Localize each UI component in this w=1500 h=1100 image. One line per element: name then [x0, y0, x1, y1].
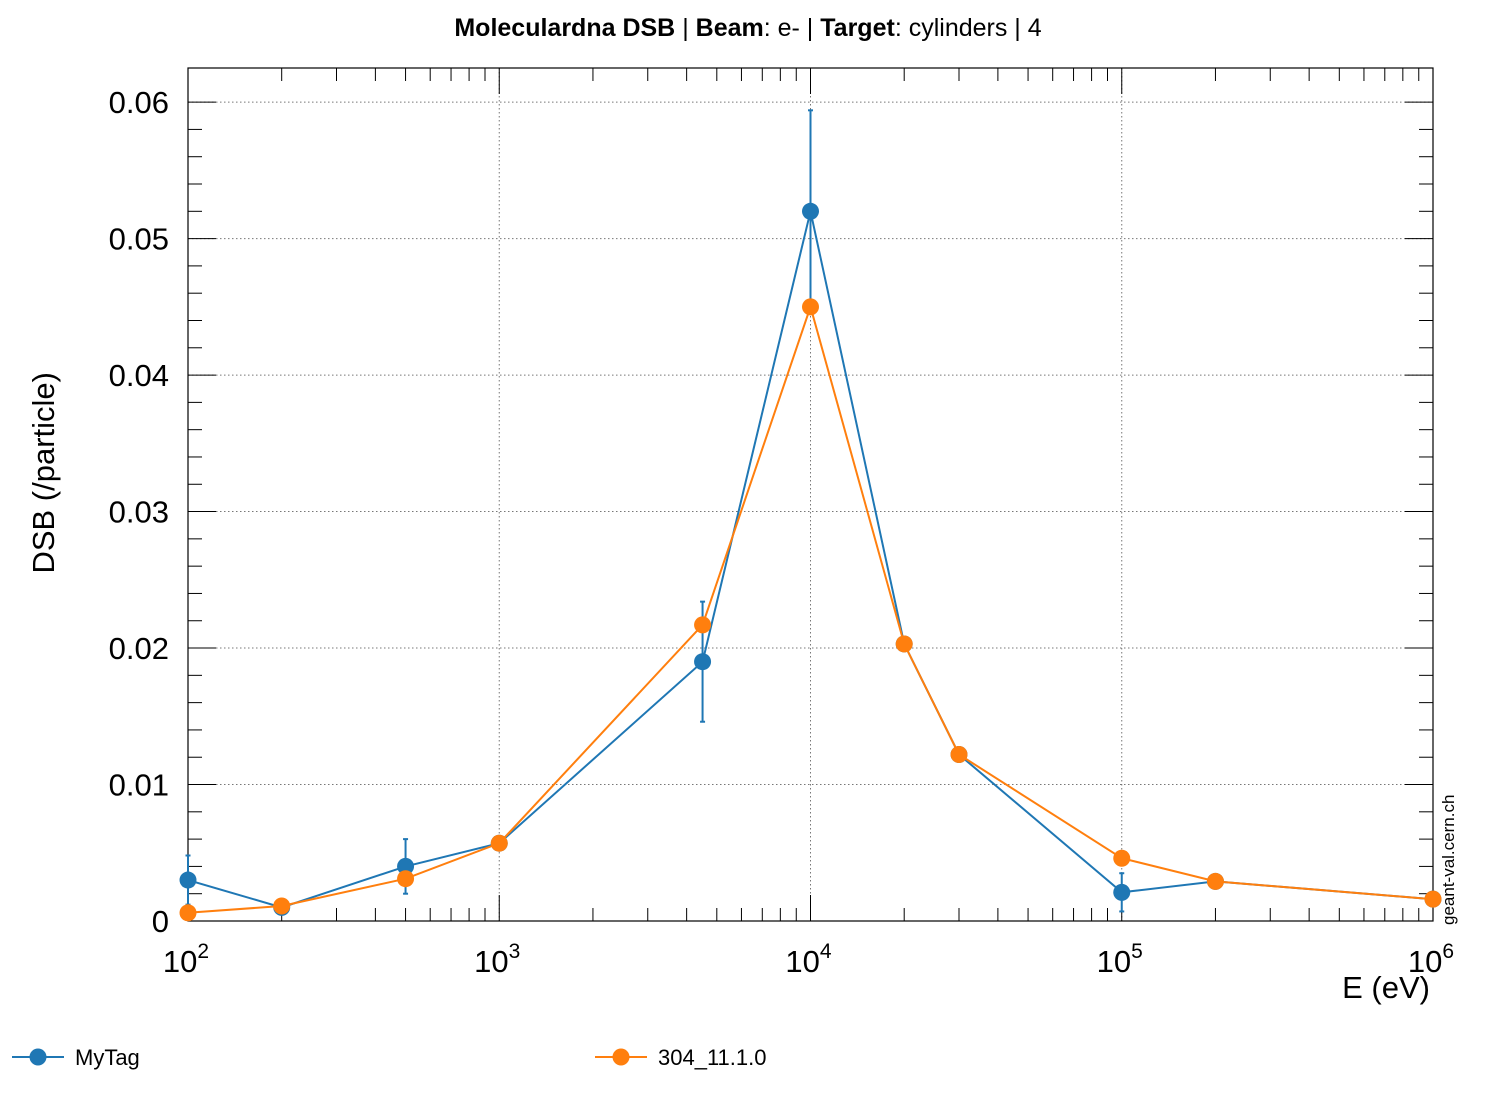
data-point: [179, 871, 197, 889]
x-tick-label-exponent: 6: [1442, 940, 1454, 963]
x-axis-label: E (eV): [1342, 970, 1430, 1005]
data-point: [694, 616, 712, 634]
grid: [188, 68, 1433, 921]
x-tick-label-base: 10: [1097, 944, 1131, 979]
x-tick-label: 104: [785, 940, 831, 979]
data-point: [397, 870, 415, 888]
y-tick-label: 0.01: [109, 768, 169, 803]
data-point: [1206, 872, 1224, 890]
legend: MyTag 304_11.1.0: [12, 1045, 766, 1070]
y-tick-label: 0.03: [109, 495, 169, 530]
title-part-0: Moleculardna DSB: [454, 14, 682, 42]
legend-marker: [29, 1048, 47, 1066]
x-tick-labels: 102 103 104 105 106: [163, 940, 1454, 979]
x-tick-label: 105: [1097, 940, 1143, 979]
data-point: [1424, 890, 1442, 908]
x-tick-label-base: 10: [474, 944, 508, 979]
title-part-1: |: [682, 14, 695, 42]
axis-ticks: [187, 68, 1434, 922]
title-part-2: Beam: [696, 14, 764, 42]
x-tick-label-base: 10: [1408, 944, 1442, 979]
x-tick-label: 103: [474, 940, 520, 979]
legend-item-1: 304_11.1.0: [595, 1045, 766, 1070]
y-tick-label: 0.02: [109, 631, 169, 666]
y-tick-label: 0.06: [109, 85, 169, 120]
y-tick-label: 0.05: [109, 222, 169, 257]
title-part-5: : cylinders | 4: [895, 14, 1042, 42]
series-1: [179, 298, 1442, 922]
series-layer: [179, 109, 1442, 922]
legend-item-0: MyTag: [12, 1045, 140, 1070]
data-point: [694, 653, 712, 671]
chart-title: Moleculardna DSB | Beam: e- | Target: cy…: [454, 14, 1041, 42]
series-line-0: [187, 211, 1434, 909]
y-tick-label: 0: [152, 904, 169, 939]
data-point: [1113, 849, 1131, 867]
legend-marker: [612, 1048, 630, 1066]
title-part-3: : e- |: [764, 14, 821, 42]
x-tick-label-exponent: 3: [509, 940, 521, 963]
data-point: [895, 635, 913, 653]
x-tick-label: 106: [1408, 940, 1454, 979]
side-note: geant-val.cern.ch: [1439, 795, 1458, 925]
x-tick-label-exponent: 2: [197, 940, 209, 963]
x-tick-label-exponent: 5: [1131, 940, 1143, 963]
y-tick-labels: 0 0.01 0.02 0.03 0.04 0.05 0.06: [109, 85, 169, 939]
x-tick-label-exponent: 4: [820, 940, 832, 963]
data-point: [490, 834, 508, 852]
series-line-1: [187, 303, 1434, 914]
x-tick-label-base: 10: [163, 944, 197, 979]
data-point: [802, 202, 819, 220]
x-tick-label-base: 10: [785, 944, 819, 979]
data-point: [397, 857, 415, 875]
legend-label: 304_11.1.0: [658, 1045, 766, 1070]
data-point: [802, 298, 819, 316]
y-axis-label: DSB (/particle): [26, 372, 61, 574]
legend-label: MyTag: [75, 1045, 140, 1070]
x-tick-label: 102: [163, 940, 209, 979]
data-point: [273, 897, 291, 915]
title-part-4: Target: [820, 14, 895, 42]
y-tick-label: 0.04: [109, 358, 169, 393]
data-point: [179, 904, 197, 922]
data-point: [1113, 883, 1131, 901]
data-point: [950, 745, 968, 763]
